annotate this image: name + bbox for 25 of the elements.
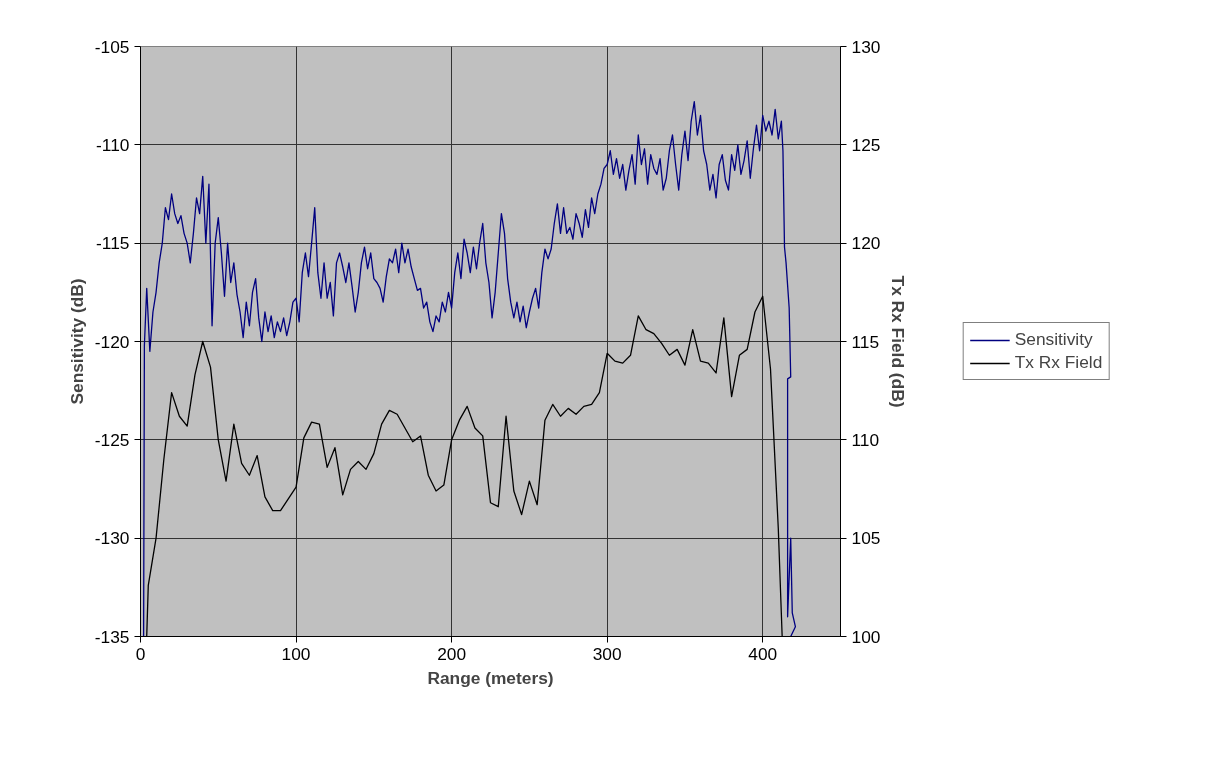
legend-label: Tx Rx Field — [1014, 352, 1103, 373]
legend-label: Sensitivity — [1014, 329, 1093, 350]
x-axis-title: Range (meters) — [427, 667, 554, 688]
y2-tick-label: 115 — [851, 331, 880, 352]
x-tick-label: 300 — [592, 643, 622, 664]
y-tick-label: -135 — [94, 626, 130, 647]
y2-tick-label: 100 — [851, 626, 881, 647]
x-tick-label: 0 — [135, 643, 146, 664]
y-axis-title: Sensitivity (dB) — [66, 278, 87, 405]
y2-axis-title: Tx Rx Field (dB) — [888, 275, 909, 408]
line-series — [142, 100, 797, 637]
y-tick-label: -110 — [96, 134, 130, 155]
y2-tick-label: 105 — [851, 528, 881, 549]
y2-tick-label: 125 — [851, 134, 881, 155]
y-tick-label: -125 — [94, 429, 130, 450]
y-tick-label: -105 — [94, 36, 130, 57]
x-tick-label: 100 — [281, 643, 311, 664]
y2-tick-label: 130 — [851, 36, 881, 57]
y2-tick-label: 110 — [851, 429, 880, 450]
y2-tick-label: 120 — [851, 233, 881, 254]
y-tick-label: -120 — [94, 331, 130, 352]
y-tick-label: -130 — [94, 528, 130, 549]
x-tick-label: 400 — [748, 643, 778, 664]
y-tick-label: -115 — [96, 233, 130, 254]
x-tick-label: 200 — [437, 643, 467, 664]
